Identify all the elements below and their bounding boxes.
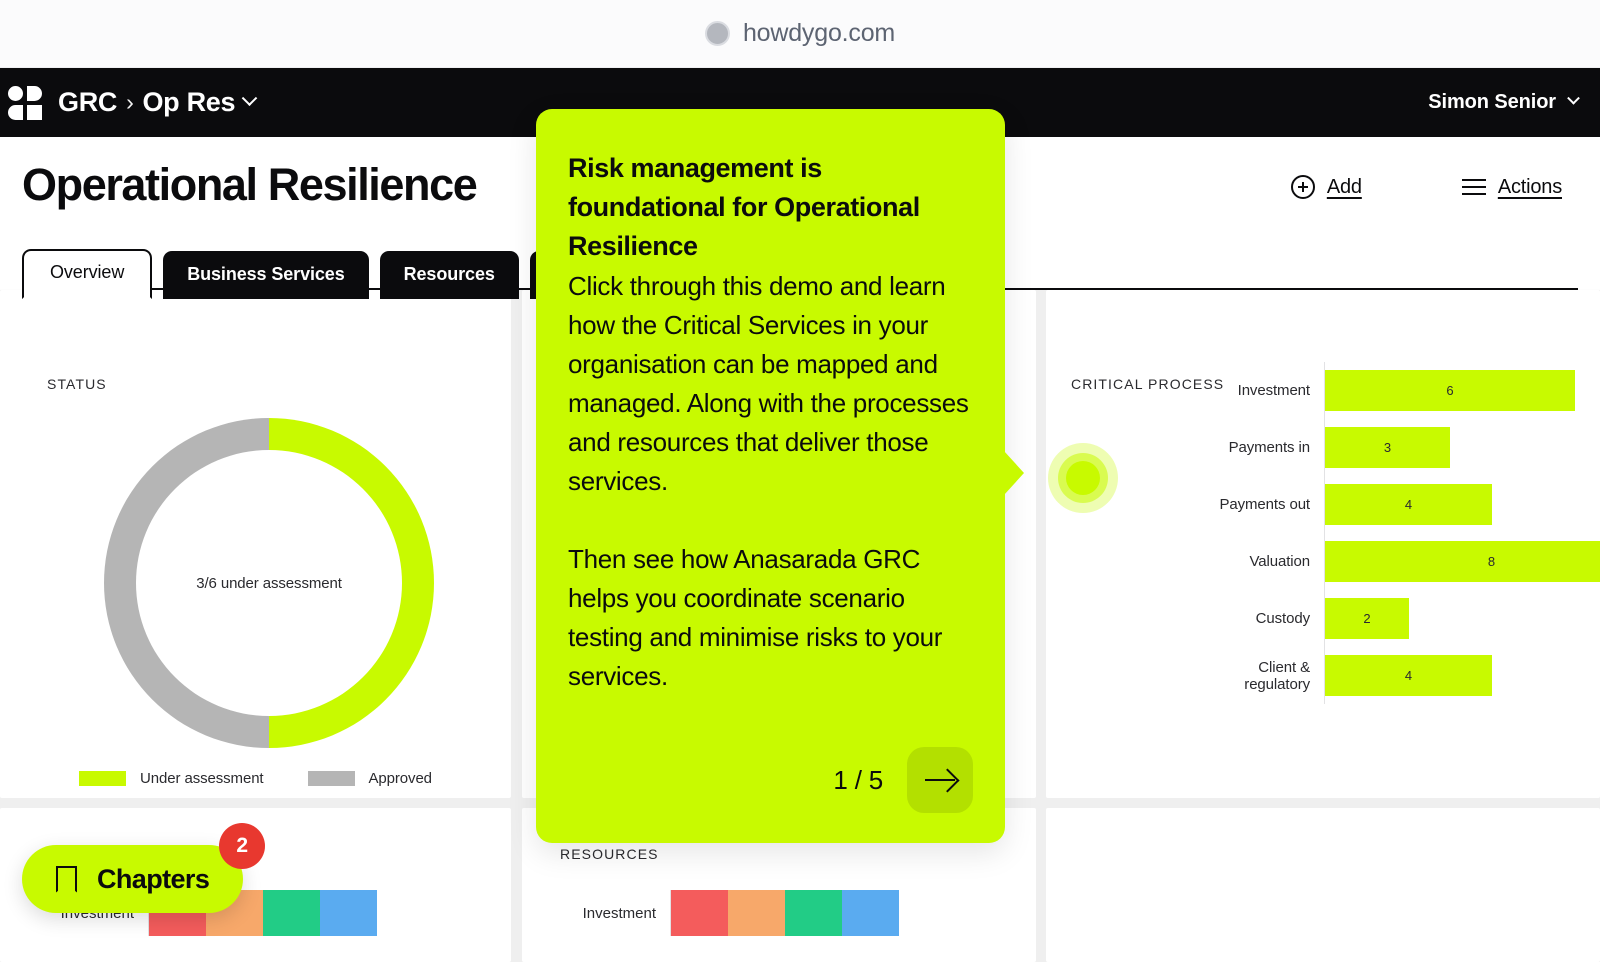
tooltip-body: Click through this demo and learn how th…: [568, 267, 973, 696]
status-donut-chart: 3/6 under assessment: [104, 418, 434, 748]
tooltip-paragraph-2: Then see how Anasarada GRC helps you coo…: [568, 544, 943, 691]
user-name: Simon Senior: [1428, 91, 1556, 113]
resource-segment: [320, 890, 377, 936]
onboarding-tooltip: Risk management is foundational for Oper…: [536, 109, 1005, 843]
bar-track: 8: [1324, 533, 1600, 590]
breadcrumb-separator: ›: [126, 89, 134, 115]
arrow-right-icon: [925, 778, 955, 782]
bar-value: 3: [1325, 427, 1450, 468]
grid-logo-icon[interactable]: [8, 85, 42, 120]
breadcrumb[interactable]: GRC › Op Res: [58, 87, 258, 118]
bar-row[interactable]: Payments in 3: [1194, 419, 1594, 476]
bar-value: 2: [1325, 598, 1409, 639]
bar-label: Payments out: [1219, 496, 1310, 513]
tab-resources-label: Resources: [403, 264, 495, 284]
legend-label-approved: Approved: [368, 770, 433, 787]
bar-track: 3: [1324, 419, 1594, 476]
plus-circle-icon: [1290, 175, 1315, 199]
legend-item-under-assessment: Under assessment: [79, 770, 264, 787]
tooltip-next-button[interactable]: [907, 747, 973, 813]
breadcrumb-root[interactable]: GRC: [58, 87, 118, 117]
bar-row[interactable]: Investment 6: [1194, 362, 1594, 419]
resource-stack-label: Investment: [582, 904, 656, 922]
bar-label: Payments in: [1228, 439, 1311, 456]
bar-value: 6: [1325, 370, 1575, 411]
url-text: howdygo.com: [742, 19, 896, 47]
critical-process-card: CRITICAL PROCESS Investment 6 Payments i…: [1046, 290, 1600, 798]
chevron-down-icon[interactable]: [241, 90, 258, 107]
legend-item-approved: Approved: [307, 770, 433, 787]
browser-bar: howdygo.com: [0, 0, 1600, 68]
status-card: STATUS 3/6 under assessment Under assess…: [0, 290, 511, 798]
tab-business-services-label: Business Services: [187, 264, 345, 284]
add-button-label: Add: [1326, 175, 1362, 198]
tab-overview[interactable]: Overview: [22, 249, 153, 299]
legend-label-under-assessment: Under assessment: [140, 770, 264, 787]
bar-value: 4: [1325, 484, 1492, 525]
tab-bar: Overview Business Services Resources Sce…: [22, 249, 621, 299]
critical-process-bar-chart: Investment 6 Payments in 3 Payments out …: [1194, 362, 1600, 704]
resource-segment: [728, 890, 785, 936]
bar-label: Investment: [1237, 382, 1310, 399]
bar-row[interactable]: Payments out 4: [1194, 476, 1594, 533]
hamburger-icon: [1461, 179, 1486, 196]
address-bar[interactable]: howdygo.com: [704, 19, 896, 48]
resource-segment: [785, 890, 842, 936]
bar-value: 8: [1325, 541, 1600, 582]
bottom-right-card: [1046, 808, 1600, 962]
bar-track: 2: [1324, 590, 1594, 647]
critical-process-card-title: CRITICAL PROCESS: [1071, 376, 1225, 392]
page-title: Operational Resilience: [22, 159, 478, 210]
actions-button-label: Actions: [1497, 175, 1562, 198]
resource-stack-row[interactable]: Investment: [540, 890, 899, 936]
bar-track: 4: [1324, 647, 1594, 704]
legend-swatch-under-assessment: [79, 771, 127, 786]
bar-row[interactable]: Custody 2: [1194, 590, 1594, 647]
tooltip-title: Risk management is foundational for Oper…: [568, 153, 920, 261]
actions-button[interactable]: Actions: [1461, 175, 1562, 199]
bar-track: 6: [1324, 362, 1594, 419]
resource-stack-track: [670, 890, 899, 936]
donut-ring: [104, 418, 434, 748]
resources-card-title: RESOURCES: [560, 846, 659, 862]
tooltip-pointer-arrow: [1004, 451, 1024, 495]
bar-label: Client & regulatory: [1244, 658, 1310, 693]
add-button[interactable]: Add: [1290, 175, 1362, 199]
chapters-badge: 2: [219, 823, 266, 869]
bar-value: 4: [1325, 655, 1492, 696]
legend-swatch-approved: [307, 771, 355, 786]
resource-segment: [263, 890, 320, 936]
tooltip-step-counter: 1 / 5: [833, 764, 883, 795]
bar-label: Custody: [1255, 610, 1310, 627]
resource-segment: [842, 890, 899, 936]
tooltip-footer: 1 / 5: [833, 747, 973, 813]
chapters-button[interactable]: Chapters 2: [22, 823, 266, 913]
bar-row[interactable]: Valuation 8: [1194, 533, 1600, 590]
page-header-actions: Add Actions: [1290, 175, 1562, 199]
chapters-label: Chapters: [97, 863, 210, 894]
bar-label: Valuation: [1249, 553, 1310, 570]
spotlight-core: [1066, 461, 1100, 495]
tab-business-services[interactable]: Business Services: [163, 251, 369, 299]
chevron-down-icon[interactable]: [1567, 91, 1580, 105]
tab-resources[interactable]: Resources: [379, 251, 519, 299]
tab-overview-label: Overview: [50, 262, 125, 282]
tooltip-paragraph-1: Click through this demo and learn how th…: [568, 271, 969, 496]
bar-row[interactable]: Client & regulatory 4: [1194, 647, 1594, 704]
spotlight-highlight: [1048, 443, 1118, 513]
breadcrumb-current[interactable]: Op Res: [142, 87, 236, 117]
resource-segment: [671, 890, 728, 936]
bookmark-icon: [56, 866, 77, 893]
user-menu[interactable]: Simon Senior: [1428, 91, 1580, 114]
status-card-title: STATUS: [47, 376, 107, 392]
donut-center-text: 3/6 under assessment: [196, 574, 342, 592]
bar-track: 4: [1324, 476, 1594, 533]
site-favicon-icon: [704, 21, 730, 46]
status-legend: Under assessment Approved: [0, 770, 511, 787]
